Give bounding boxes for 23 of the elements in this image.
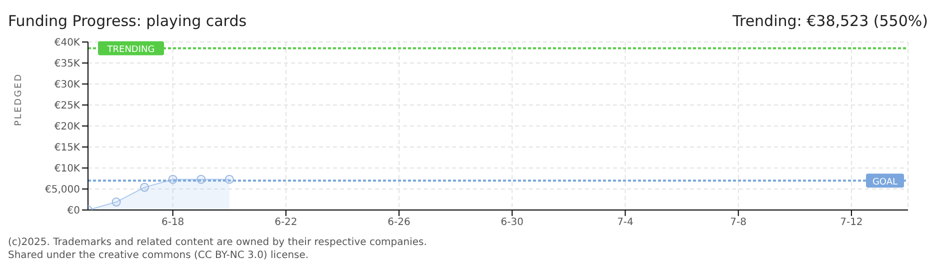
x-tick-label: 6-22 [274,217,298,228]
y-tick-label: €0 [67,206,80,217]
text: Shared under the creative commons (CC BY-NC 3.0) license. [8,250,309,261]
text: (c)2025. Trademarks and related content are owned by their respective companies. [8,237,427,248]
x-tick-label: 6-26 [388,217,410,228]
y-axis-title: PLEDGED [14,72,24,126]
y-tick-label: €35K [54,58,80,70]
y-tick-label: €15K [54,142,80,154]
x-tick-label: 7-4 [617,217,634,228]
ref-line-label: GOAL [872,178,898,188]
y-tick-label: €5,000 [45,184,80,196]
y-tick-label: €10K [54,164,80,175]
y-tick-label: €20K [54,122,80,133]
chart-title: Funding Progress: playing cards [8,12,247,30]
y-tick-label: €40K [54,38,80,49]
ref-line-label: TRENDING [106,45,155,56]
x-tick-label: 7-8 [730,217,747,228]
y-tick-label: €25K [54,100,80,112]
y-tick-label: €30K [54,80,80,91]
x-tick-label: 6-30 [500,217,524,228]
x-tick-label: 6-18 [161,217,184,228]
chart-subtitle: Trending: €38,523 (550%) [732,12,928,30]
x-tick-label: 7-12 [840,217,863,228]
